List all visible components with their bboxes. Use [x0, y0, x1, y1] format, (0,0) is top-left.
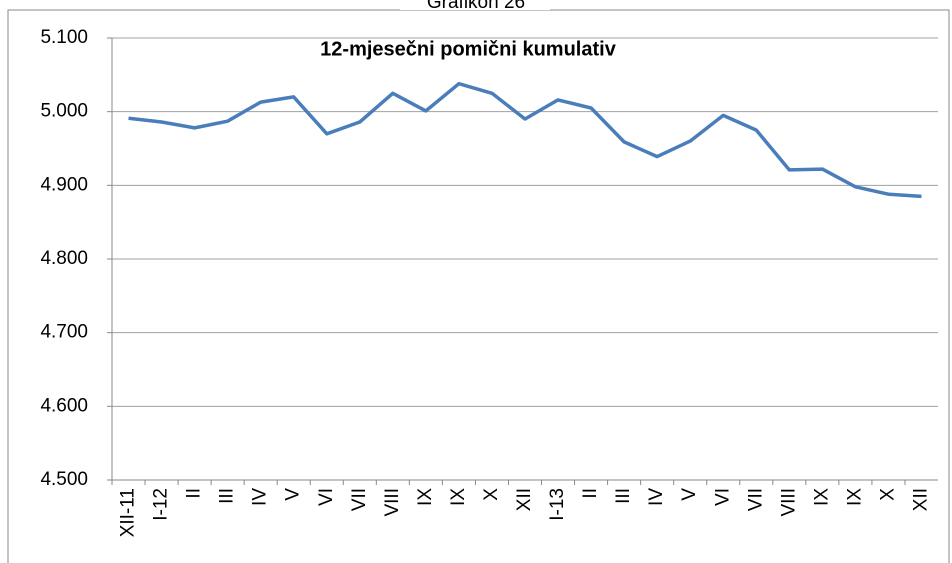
x-tick-label: VI	[712, 488, 733, 506]
x-tick-label: II	[184, 488, 205, 499]
data-line	[128, 81, 922, 199]
y-tick-label: 4.800	[40, 248, 88, 269]
x-tick-label: I-12	[151, 488, 172, 521]
x-tick-label: IV	[250, 488, 271, 506]
y-tick-label: 4.500	[40, 469, 88, 490]
chart-frame	[7, 9, 950, 563]
x-tick-label: VI	[316, 488, 337, 506]
chart-title: 12-mjesečni pomični kumulativ	[320, 38, 617, 60]
x-tick-label: VIII	[382, 488, 403, 517]
x-tick-label: XII	[514, 488, 535, 511]
x-tick-label: V	[283, 488, 304, 501]
y-tick-label: 4.700	[40, 322, 88, 343]
x-tick-label: III	[613, 488, 634, 504]
x-tick-label: X	[481, 488, 502, 501]
x-tick-label: VII	[349, 488, 370, 511]
x-tick-label: X	[877, 488, 898, 501]
x-tick-label: V	[679, 488, 700, 501]
label-backdrop	[400, 0, 550, 10]
x-tick-label: IX	[448, 488, 469, 506]
y-tick-label: 4.600	[40, 395, 88, 416]
x-tick-label: IV	[646, 488, 667, 506]
x-tick-label: IX	[415, 488, 436, 506]
x-tick-label: II	[580, 488, 601, 499]
x-tick-label: IX	[844, 488, 865, 506]
y-tick-label: 5.100	[40, 27, 88, 48]
x-tick-label: XII-11	[118, 488, 139, 537]
y-tick-label: 4.900	[40, 174, 88, 195]
y-tick-label: 5.000	[40, 101, 88, 122]
x-tick-label: VII	[745, 488, 766, 511]
figure-label: Grafikon 26	[427, 0, 525, 13]
x-tick-label: III	[217, 488, 238, 504]
x-tick-label: IX	[811, 488, 832, 506]
x-tick-label: XII	[910, 488, 931, 511]
x-tick-label: I-13	[547, 488, 568, 521]
x-tick-label: VIII	[778, 488, 799, 517]
